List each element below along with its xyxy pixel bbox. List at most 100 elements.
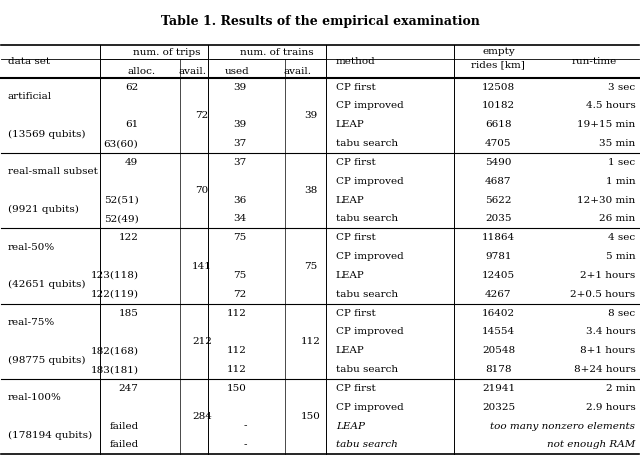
Text: 49: 49 — [125, 158, 138, 167]
Text: 38: 38 — [304, 186, 317, 195]
Text: 12508: 12508 — [482, 83, 515, 92]
Text: 2035: 2035 — [485, 214, 511, 223]
Text: CP first: CP first — [336, 384, 376, 393]
Text: 185: 185 — [118, 309, 138, 318]
Text: 12+30 min: 12+30 min — [577, 196, 636, 205]
Text: 4267: 4267 — [485, 290, 511, 299]
Text: 21941: 21941 — [482, 384, 515, 393]
Text: CP first: CP first — [336, 233, 376, 242]
Text: 284: 284 — [192, 412, 212, 421]
Text: CP improved: CP improved — [336, 177, 404, 186]
Text: 75: 75 — [234, 271, 246, 280]
Text: CP improved: CP improved — [336, 327, 404, 337]
Text: 70: 70 — [195, 186, 209, 195]
Text: run-time: run-time — [572, 57, 616, 66]
Text: LEAP: LEAP — [336, 271, 365, 280]
Text: 5622: 5622 — [485, 196, 511, 205]
Text: 36: 36 — [234, 196, 246, 205]
Text: tabu search: tabu search — [336, 440, 397, 450]
Text: 39: 39 — [304, 111, 317, 120]
Text: 112: 112 — [227, 365, 246, 374]
Text: 19+15 min: 19+15 min — [577, 120, 636, 129]
Text: 6618: 6618 — [485, 120, 511, 129]
Text: 150: 150 — [227, 384, 246, 393]
Text: real-100%: real-100% — [8, 393, 61, 402]
Text: 52(49): 52(49) — [104, 214, 138, 223]
Text: 35 min: 35 min — [599, 139, 636, 148]
Text: (9921 qubits): (9921 qubits) — [8, 205, 79, 214]
Text: avail.: avail. — [284, 67, 312, 76]
Text: 20325: 20325 — [482, 403, 515, 412]
Text: 8+1 hours: 8+1 hours — [580, 346, 636, 355]
Text: 123(118): 123(118) — [90, 271, 138, 280]
Text: 112: 112 — [227, 346, 246, 355]
Text: 14554: 14554 — [482, 327, 515, 337]
Text: 72: 72 — [234, 290, 246, 299]
Text: CP first: CP first — [336, 158, 376, 167]
Text: real-small subset: real-small subset — [8, 167, 98, 176]
Text: 122: 122 — [118, 233, 138, 242]
Text: avail.: avail. — [179, 67, 207, 76]
Text: 20548: 20548 — [482, 346, 515, 355]
Text: used: used — [225, 67, 250, 76]
Text: CP improved: CP improved — [336, 101, 404, 110]
Text: failed: failed — [109, 422, 138, 431]
Text: tabu search: tabu search — [336, 139, 398, 148]
Text: 122(119): 122(119) — [90, 290, 138, 299]
Text: real-50%: real-50% — [8, 243, 55, 252]
Text: 8+24 hours: 8+24 hours — [573, 365, 636, 374]
Text: (13569 qubits): (13569 qubits) — [8, 130, 85, 139]
Text: 37: 37 — [234, 139, 246, 148]
Text: 37: 37 — [234, 158, 246, 167]
Text: CP first: CP first — [336, 309, 376, 318]
Text: tabu search: tabu search — [336, 290, 398, 299]
Text: (98775 qubits): (98775 qubits) — [8, 356, 85, 365]
Text: 9781: 9781 — [485, 252, 511, 261]
Text: 247: 247 — [118, 384, 138, 393]
Text: 5 min: 5 min — [606, 252, 636, 261]
Text: 182(168): 182(168) — [90, 346, 138, 355]
Text: 5490: 5490 — [485, 158, 511, 167]
Text: real-75%: real-75% — [8, 318, 55, 327]
Text: 141: 141 — [192, 261, 212, 271]
Text: 1 sec: 1 sec — [608, 158, 636, 167]
Text: (42651 qubits): (42651 qubits) — [8, 280, 85, 289]
Text: 3 sec: 3 sec — [608, 83, 636, 92]
Text: empty: empty — [482, 47, 515, 56]
Text: failed: failed — [109, 440, 138, 450]
Text: tabu search: tabu search — [336, 365, 398, 374]
Text: 75: 75 — [304, 261, 317, 271]
Text: 2.9 hours: 2.9 hours — [586, 403, 636, 412]
Text: 10182: 10182 — [482, 101, 515, 110]
Text: CP improved: CP improved — [336, 252, 404, 261]
Text: 4705: 4705 — [485, 139, 511, 148]
Text: 11864: 11864 — [482, 233, 515, 242]
Text: LEAP: LEAP — [336, 120, 365, 129]
Text: num. of trips: num. of trips — [133, 48, 201, 57]
Text: (178194 qubits): (178194 qubits) — [8, 431, 92, 440]
Text: 4 sec: 4 sec — [608, 233, 636, 242]
Text: 61: 61 — [125, 120, 138, 129]
Text: -: - — [243, 440, 246, 450]
Text: method: method — [336, 57, 376, 66]
Text: 2+0.5 hours: 2+0.5 hours — [570, 290, 636, 299]
Text: num. of trains: num. of trains — [240, 48, 314, 57]
Text: 39: 39 — [234, 83, 246, 92]
Text: 26 min: 26 min — [599, 214, 636, 223]
Text: 150: 150 — [301, 412, 321, 421]
Text: 212: 212 — [192, 337, 212, 346]
Text: CP first: CP first — [336, 83, 376, 92]
Text: -: - — [243, 422, 246, 431]
Text: 112: 112 — [227, 309, 246, 318]
Text: 112: 112 — [301, 337, 321, 346]
Text: 8178: 8178 — [485, 365, 511, 374]
Text: 12405: 12405 — [482, 271, 515, 280]
Text: LEAP: LEAP — [336, 422, 365, 431]
Text: tabu search: tabu search — [336, 214, 398, 223]
Text: rides [km]: rides [km] — [472, 60, 525, 70]
Text: 2 min: 2 min — [606, 384, 636, 393]
Text: 63(60): 63(60) — [104, 139, 138, 148]
Text: 8 sec: 8 sec — [608, 309, 636, 318]
Text: 52(51): 52(51) — [104, 196, 138, 205]
Text: data set: data set — [8, 57, 50, 66]
